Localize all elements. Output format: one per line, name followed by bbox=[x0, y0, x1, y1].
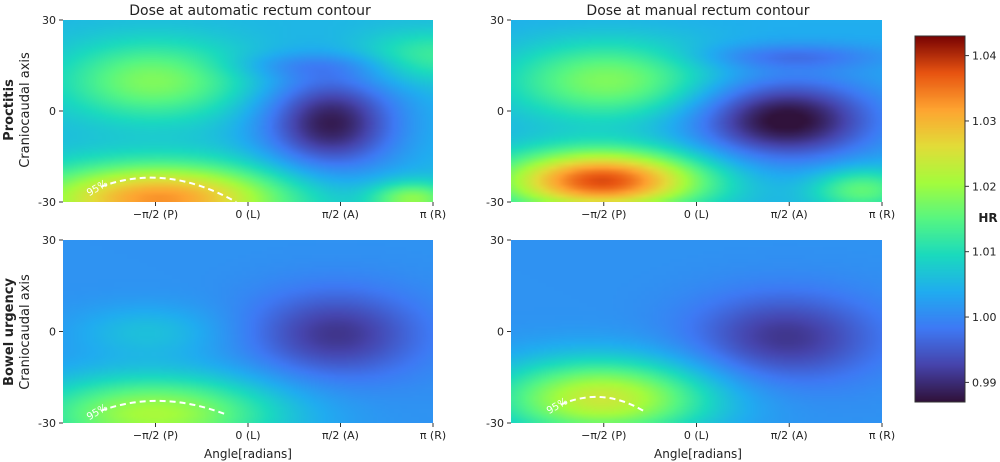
x-tick-label: −π/2 (P) bbox=[133, 208, 178, 221]
y-tick-label: 0 bbox=[497, 105, 504, 118]
y-tick-label: 0 bbox=[497, 326, 504, 339]
x-tick-label: −π/2 (P) bbox=[581, 208, 626, 221]
contour-95-line bbox=[100, 176, 237, 203]
colorbar-gradient bbox=[915, 36, 965, 402]
heatmap-image bbox=[511, 20, 882, 202]
y-tick-label: 0 bbox=[49, 105, 56, 118]
x-tick-label: π/2 (A) bbox=[322, 429, 359, 442]
y-tick-label: -30 bbox=[486, 417, 504, 430]
xlabel-right: Angle[radians] bbox=[654, 447, 742, 461]
colorbar-tick-label: 1.00 bbox=[972, 311, 997, 324]
xlabel-left: Angle[radians] bbox=[204, 447, 292, 461]
heatmap-panel: 30 0 -30 −π/2 (P) 0 (L) π/2 (A) π (R) bbox=[486, 14, 895, 221]
x-tick-label: π/2 (A) bbox=[771, 429, 808, 442]
heatmap-panel: 95%300-30−π/2 (P) 0 (L) π/2 (A) π (R) bbox=[38, 234, 446, 442]
colorbar-label: HR bbox=[978, 211, 997, 225]
heatmap-image bbox=[511, 240, 882, 423]
heatmap-panels: 95%300-30−π/2 (P) 0 (L) π/2 (A) π (R)300-30… bbox=[38, 14, 895, 442]
heatmap-panel: 95%300-30−π/2 (P) 0 (L) π/2 (A) π (R) bbox=[38, 14, 446, 221]
ylabel-top: Craniocaudal axis bbox=[18, 52, 33, 168]
x-tick-label: −π/2 (P) bbox=[581, 429, 626, 442]
y-tick-label: 30 bbox=[42, 14, 56, 27]
colorbar-tick-label: 0.99 bbox=[972, 376, 997, 389]
colorbar-frame bbox=[914, 35, 966, 403]
x-tick-label: π (R) bbox=[420, 208, 446, 221]
y-tick-label: 30 bbox=[490, 14, 504, 27]
colorbar-tick-label: 1.02 bbox=[972, 180, 997, 193]
y-tick-label: -30 bbox=[38, 196, 56, 209]
row-label-proctitis: Proctitis bbox=[2, 79, 17, 141]
x-tick-label: 0 (L) bbox=[684, 208, 709, 221]
x-tick-label: 0 (L) bbox=[235, 429, 260, 442]
row-label-bowel-urgency: Bowel urgency bbox=[2, 278, 17, 386]
heatmap-panel: 95%300-30−π/2 (P) 0 (L) π/2 (A) π (R) bbox=[486, 234, 895, 442]
panel-title-automatic: Dose at automatic rectum contour bbox=[129, 3, 371, 19]
x-tick-label: π/2 (A) bbox=[322, 208, 359, 221]
y-tick-label: -30 bbox=[38, 417, 56, 430]
contour-95-line bbox=[100, 399, 225, 415]
x-tick-label: 0 (L) bbox=[684, 429, 709, 442]
x-tick-label: π (R) bbox=[869, 208, 895, 221]
y-tick-label: -30 bbox=[486, 196, 504, 209]
x-tick-label: −π/2 (P) bbox=[133, 429, 178, 442]
colorbar: 1.04 1.03 1.02 1.01 1.00 0.99 bbox=[914, 35, 997, 403]
y-tick-label: 30 bbox=[490, 234, 504, 247]
colorbar-tick-label: 1.03 bbox=[972, 115, 997, 128]
contour-95-line bbox=[560, 395, 644, 412]
colorbar-tick-label: 1.04 bbox=[972, 50, 997, 63]
x-tick-label: π/2 (A) bbox=[771, 208, 808, 221]
y-tick-label: 0 bbox=[49, 326, 56, 339]
x-tick-label: 0 (L) bbox=[235, 208, 260, 221]
heatmap-image bbox=[63, 20, 433, 202]
panel-title-manual: Dose at manual rectum contour bbox=[586, 3, 809, 19]
colorbar-tick-label: 1.01 bbox=[972, 246, 997, 259]
x-tick-label: π (R) bbox=[420, 429, 446, 442]
y-tick-label: 30 bbox=[42, 234, 56, 247]
x-tick-label: π (R) bbox=[869, 429, 895, 442]
ylabel-bottom: Craniocaudal axis bbox=[18, 274, 33, 390]
heatmap-image bbox=[63, 240, 433, 423]
